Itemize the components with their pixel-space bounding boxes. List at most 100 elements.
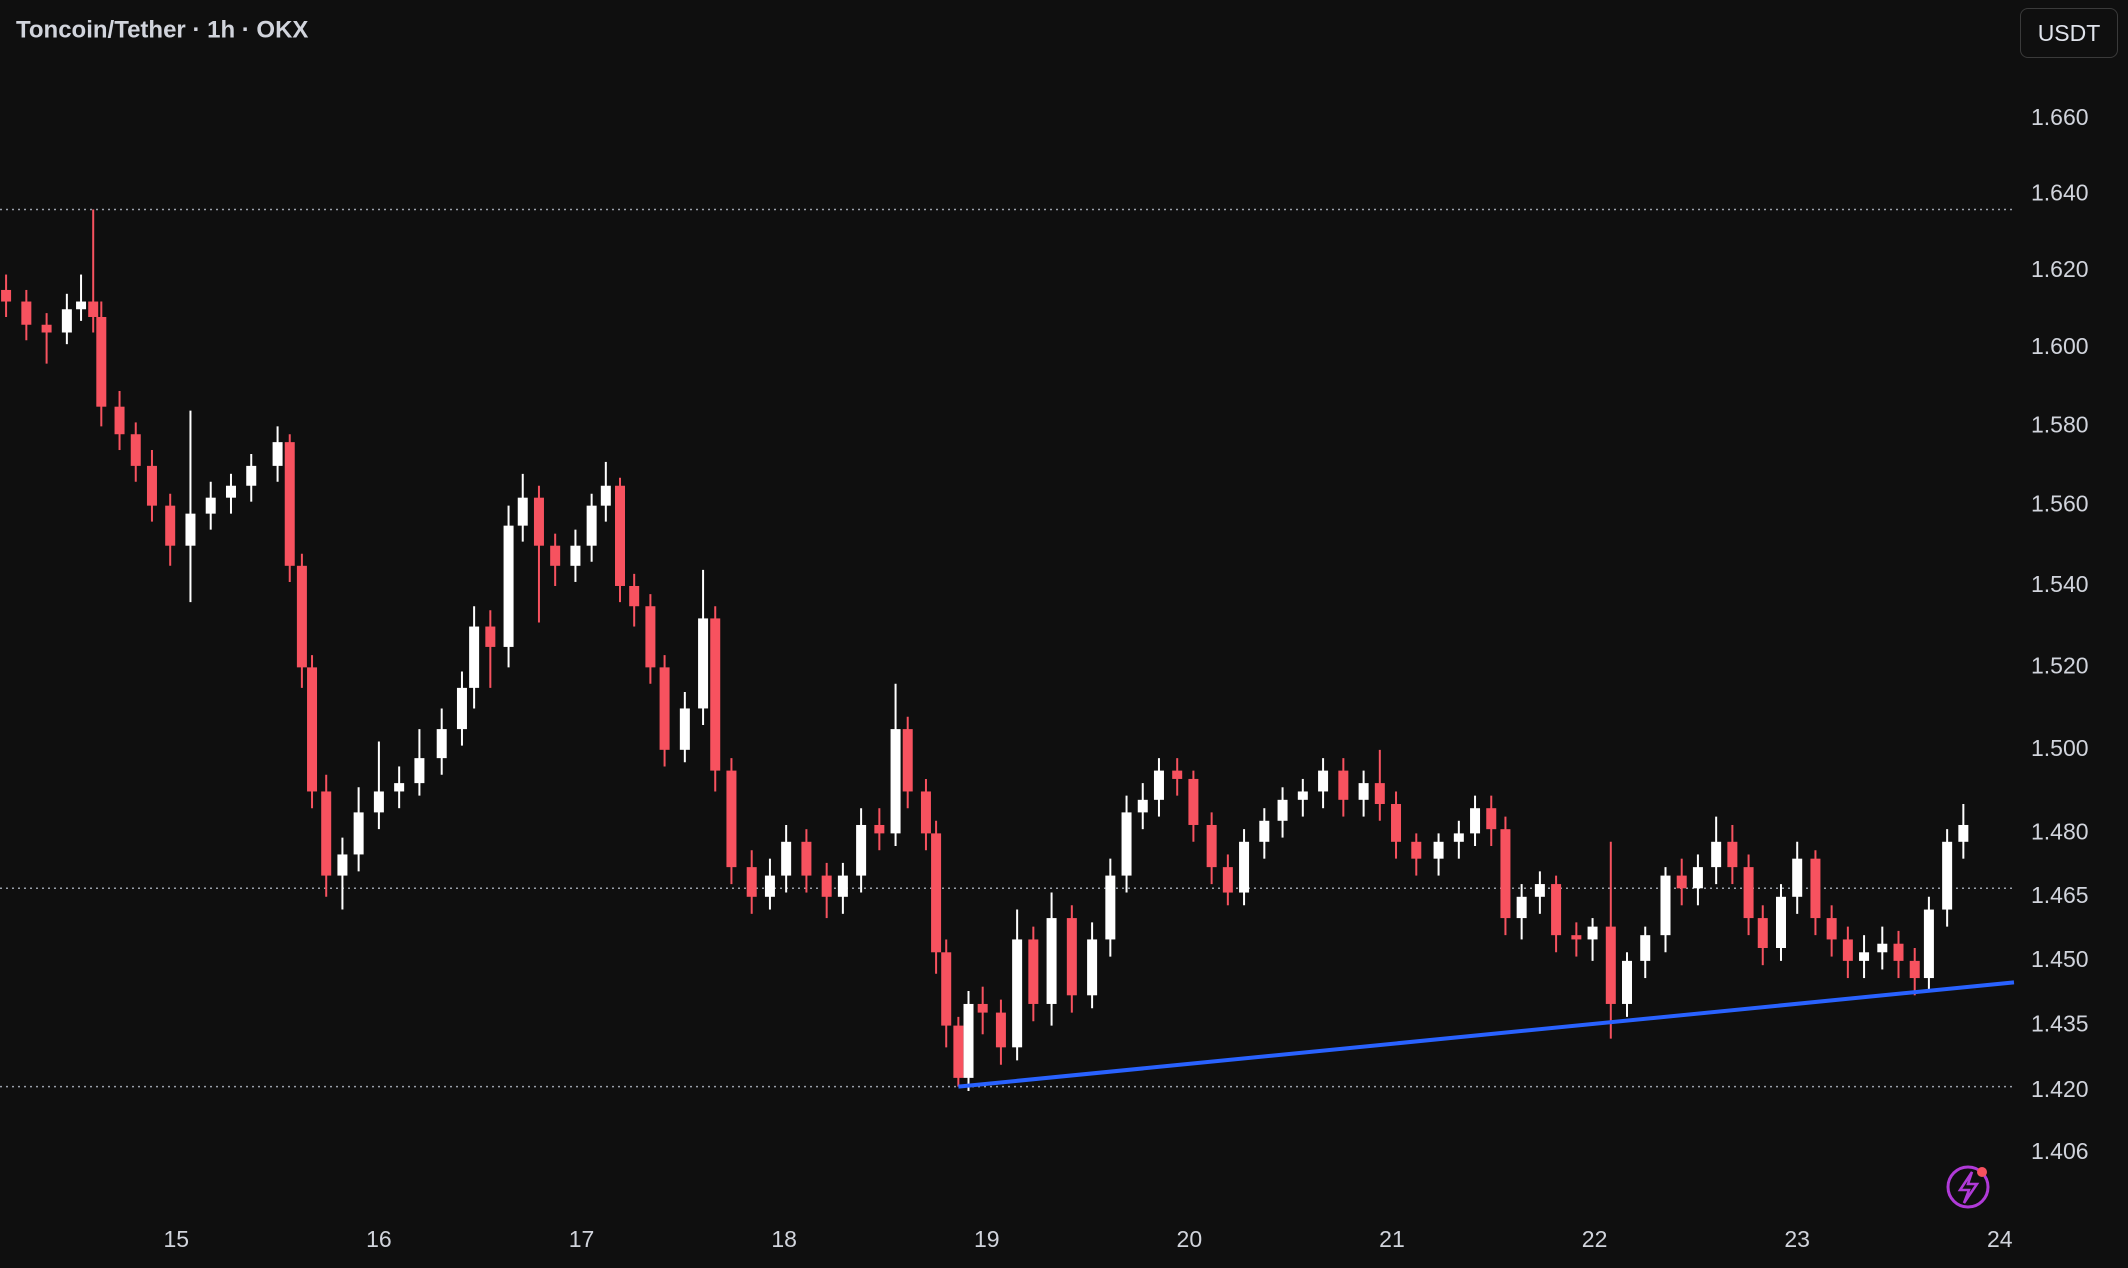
candle-body [1358, 783, 1369, 800]
y-tick-label: 1.640 [2031, 179, 2089, 205]
candle-body [1105, 875, 1116, 940]
candle-body [225, 485, 236, 498]
candle-body [710, 618, 721, 771]
y-tick-label: 1.450 [2031, 946, 2089, 972]
candle-body [1757, 918, 1768, 949]
candle-body [130, 434, 141, 466]
candle-body [337, 854, 348, 876]
candle-body [1640, 935, 1651, 961]
currency-button[interactable]: USDT [2020, 8, 2118, 58]
chart-title: Toncoin/Tether · 1h · OKX [16, 16, 308, 43]
candle-body [1433, 841, 1444, 859]
candle-body [1743, 867, 1754, 919]
candle-body [1206, 824, 1217, 868]
candle-body [746, 867, 757, 897]
icon-bolt [1957, 1171, 1980, 1204]
candle-body [456, 687, 467, 730]
candle-body [1516, 896, 1527, 919]
quick-action-icon[interactable] [1946, 1165, 1990, 1209]
candle-body [615, 485, 626, 586]
candle-body [1259, 820, 1270, 842]
y-tick-label: 1.480 [2031, 818, 2089, 844]
x-tick-label: 19 [974, 1226, 1000, 1252]
candle-body [600, 485, 611, 506]
candle-body [1239, 841, 1250, 893]
candle-body [205, 497, 216, 514]
candle-body [902, 729, 913, 792]
candle-body [1534, 884, 1545, 897]
candle-body [726, 770, 737, 868]
candle-body [88, 301, 99, 317]
y-tick-label: 1.420 [2031, 1076, 2089, 1102]
candle-body [165, 505, 176, 546]
candle-body [856, 824, 867, 876]
candle-body [1923, 909, 1934, 979]
candle-body [586, 505, 597, 546]
candle-body [629, 585, 640, 607]
candle-body [1486, 808, 1497, 830]
y-tick-label: 1.465 [2031, 882, 2089, 908]
candle-body [1121, 812, 1132, 876]
candle-body [995, 1012, 1006, 1048]
candle-body [837, 875, 848, 897]
candle-body [1958, 824, 1969, 842]
x-tick-label: 16 [366, 1226, 392, 1252]
candle-body [645, 606, 656, 668]
y-tick-label: 1.520 [2031, 652, 2089, 678]
candle-body [296, 565, 307, 668]
candle-body [550, 545, 561, 566]
y-tick-label: 1.580 [2031, 411, 2089, 437]
candle-body [1622, 960, 1633, 1004]
x-tick-label: 20 [1177, 1226, 1203, 1252]
x-tick-label: 23 [1784, 1226, 1810, 1252]
candle-body [1188, 778, 1199, 825]
candle-body [1775, 896, 1786, 949]
candle-body [185, 513, 196, 546]
candle-body [1470, 808, 1481, 834]
candle-body [1297, 791, 1308, 800]
candle-body [1374, 783, 1385, 805]
trendline [958, 980, 2015, 1089]
candle-body [96, 316, 107, 407]
candle-body [1012, 939, 1023, 1048]
candle-body [659, 667, 670, 750]
x-tick-label: 18 [771, 1226, 797, 1252]
y-tick-label: 1.560 [2031, 491, 2089, 517]
candle-body [485, 626, 496, 647]
candle-body [1587, 926, 1598, 940]
candle-body [1571, 935, 1582, 940]
candle-body [41, 324, 52, 333]
candle-body [941, 952, 952, 1026]
candle-body [21, 301, 32, 325]
candle-body [1660, 875, 1671, 936]
candle-body [963, 1003, 974, 1078]
candle-body [436, 729, 447, 759]
candle-body [1551, 884, 1562, 936]
candle-body [679, 708, 690, 750]
icon-dot [1977, 1167, 1987, 1177]
candle-body [394, 783, 405, 792]
y-tick-label: 1.660 [2031, 104, 2089, 130]
candle-body [781, 841, 792, 876]
candle-body [61, 309, 72, 333]
candle-body [1500, 829, 1511, 919]
y-tick-label: 1.540 [2031, 571, 2089, 597]
candle-body [1792, 858, 1803, 897]
candle-body [1893, 943, 1904, 961]
candle-body [353, 812, 364, 855]
candle-body [1172, 770, 1183, 779]
candle-body [414, 758, 425, 784]
candle-body [373, 791, 384, 813]
candle-body [1137, 799, 1148, 813]
x-tick-label: 21 [1379, 1226, 1405, 1252]
candle-body [503, 525, 514, 647]
y-tick-label: 1.406 [2031, 1138, 2089, 1164]
candle-body [1046, 918, 1057, 1004]
candle-body [517, 497, 528, 526]
candle-body [114, 406, 125, 435]
candle-body [1391, 804, 1402, 842]
candle-body [931, 833, 942, 953]
candle-body [920, 791, 931, 834]
